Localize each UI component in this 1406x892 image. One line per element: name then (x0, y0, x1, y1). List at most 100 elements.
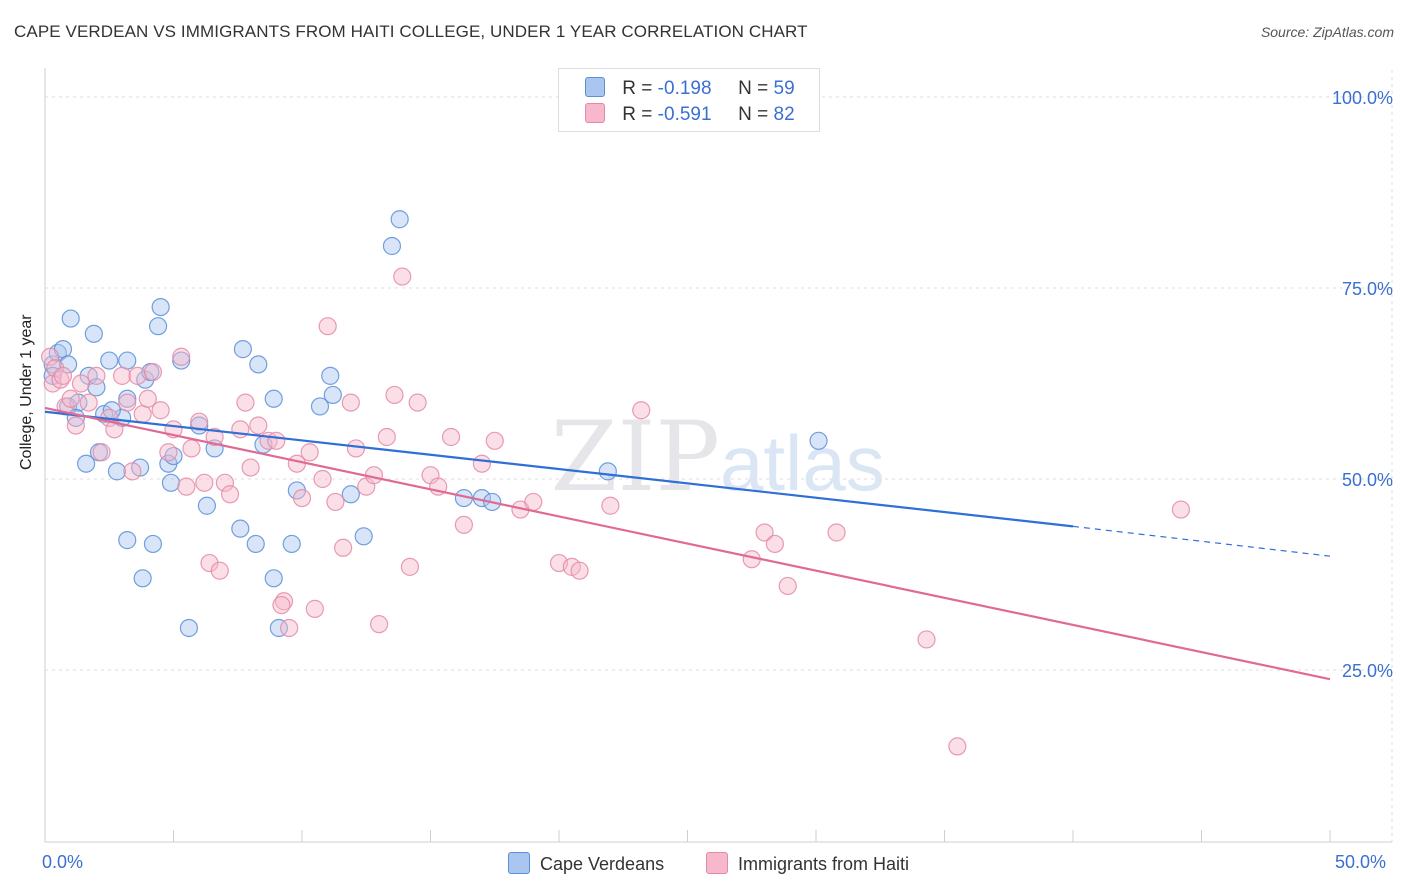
cape-verdean-point (84, 324, 103, 343)
haiti-point (917, 630, 936, 649)
haiti-point (182, 439, 201, 458)
legend-n-value: 82 (773, 104, 795, 125)
haiti-point (280, 618, 299, 638)
haiti-point (79, 393, 98, 412)
cape-verdean-point (341, 485, 360, 504)
haiti-point (408, 393, 427, 412)
cape-verdean-point (249, 355, 268, 374)
legend-n-label: N = (738, 104, 769, 125)
bottom-legend-cape-verdeans: Cape Verdeans (508, 852, 664, 875)
haiti-point (143, 362, 163, 382)
cape-verdean-point (77, 454, 96, 473)
watermark-atlas: atlas (720, 419, 885, 507)
x-tick-label-max: 50.0% (1335, 852, 1387, 872)
cape-verdean-point (809, 431, 828, 450)
haiti-point (755, 523, 774, 542)
cape-verdean-point (172, 351, 191, 370)
haiti-point (632, 401, 651, 420)
legend-swatch-blue (585, 77, 605, 97)
haiti-point (41, 347, 60, 366)
haiti-point (87, 366, 106, 385)
haiti-point (118, 393, 137, 412)
haiti-point (66, 416, 85, 435)
watermark: ZIP (551, 401, 720, 513)
haiti-point (112, 366, 132, 385)
haiti-point (195, 473, 214, 492)
haiti-point (105, 420, 124, 439)
haiti-point (151, 401, 170, 420)
haiti-point (393, 267, 412, 286)
haiti-point (267, 431, 286, 450)
cape-verdean-point (151, 298, 170, 317)
haiti-point (138, 389, 157, 408)
correlation-legend: R = -0.198 N = 59 R = -0.591 N = 82 (558, 68, 820, 132)
cape-verdean-point (598, 462, 617, 481)
haiti-point (71, 374, 91, 393)
haiti-point (827, 523, 846, 542)
haiti-point (313, 469, 332, 489)
legend-r-label: R = (622, 104, 653, 125)
cape-verdean-point (282, 534, 301, 554)
haiti-point (305, 599, 324, 618)
haiti-point (524, 492, 543, 512)
haiti-point (92, 443, 111, 462)
y-tick-label: 50.0% (1342, 470, 1393, 490)
cape-verdean-point (246, 534, 265, 554)
cape-verdean-point (148, 317, 168, 336)
haiti-point (200, 553, 219, 573)
haiti-point (441, 427, 461, 447)
cape-verdean-point (231, 519, 250, 538)
y-tick-label: 25.0% (1342, 661, 1393, 681)
cape-verdean-point (100, 351, 119, 370)
y-tick-label: 75.0% (1342, 279, 1393, 299)
legend-r-value: -0.591 (657, 104, 712, 125)
legend-n-value: 59 (773, 78, 795, 99)
bottom-legend-haiti: Immigrants from Haiti (706, 852, 909, 875)
legend-row-haiti: R = -0.591 N = 82 (585, 103, 795, 126)
cape-verdean-point (118, 351, 137, 370)
haiti-point (326, 492, 345, 512)
cape-verdean-point (310, 397, 330, 416)
bottom-legend-label: Cape Verdeans (540, 854, 665, 874)
haiti-point (948, 737, 967, 756)
haiti-point (53, 366, 73, 385)
haiti-point (241, 458, 260, 477)
haiti-point (601, 496, 620, 515)
haiti-point (190, 412, 209, 431)
haiti-point (128, 366, 147, 385)
cape-verdean-trendline (44, 410, 1074, 528)
haiti-point (205, 427, 224, 447)
y-axis-label: College, Under 1 year (18, 314, 35, 470)
haiti-point (385, 385, 404, 405)
x-tick-label-min: 0.0% (42, 852, 84, 872)
legend-swatch-pink (585, 103, 605, 123)
cape-verdean-point (118, 531, 137, 550)
cape-verdean-point (390, 210, 409, 229)
haiti-point (133, 404, 152, 424)
haiti-point (370, 615, 389, 634)
cape-verdean-point (179, 618, 199, 638)
legend-r-label: R = (622, 78, 653, 99)
cape-verdean-point (161, 473, 181, 492)
haiti-point (765, 534, 784, 554)
haiti-point (334, 538, 353, 557)
cape-verdean-point (107, 462, 127, 481)
bottom-legend-swatch-blue (508, 852, 530, 874)
legend-n-label: N = (738, 78, 769, 99)
haiti-point (61, 389, 80, 408)
haiti-point (318, 317, 337, 336)
haiti-point (485, 431, 504, 450)
cape-verdean-point (133, 569, 152, 588)
haiti-point (177, 477, 196, 496)
bottom-legend-swatch-pink (706, 852, 728, 874)
haiti-point (300, 443, 319, 462)
haiti-point (570, 561, 589, 580)
cape-verdean-point (197, 496, 217, 515)
haiti-trendline (44, 406, 1331, 681)
legend-r-value: -0.198 (657, 78, 712, 99)
cape-verdean-point (118, 389, 137, 408)
haiti-point (46, 359, 65, 378)
haiti-point (346, 439, 366, 458)
bottom-legend-label: Immigrants from Haiti (738, 854, 910, 874)
cape-verdean-point (382, 236, 402, 256)
